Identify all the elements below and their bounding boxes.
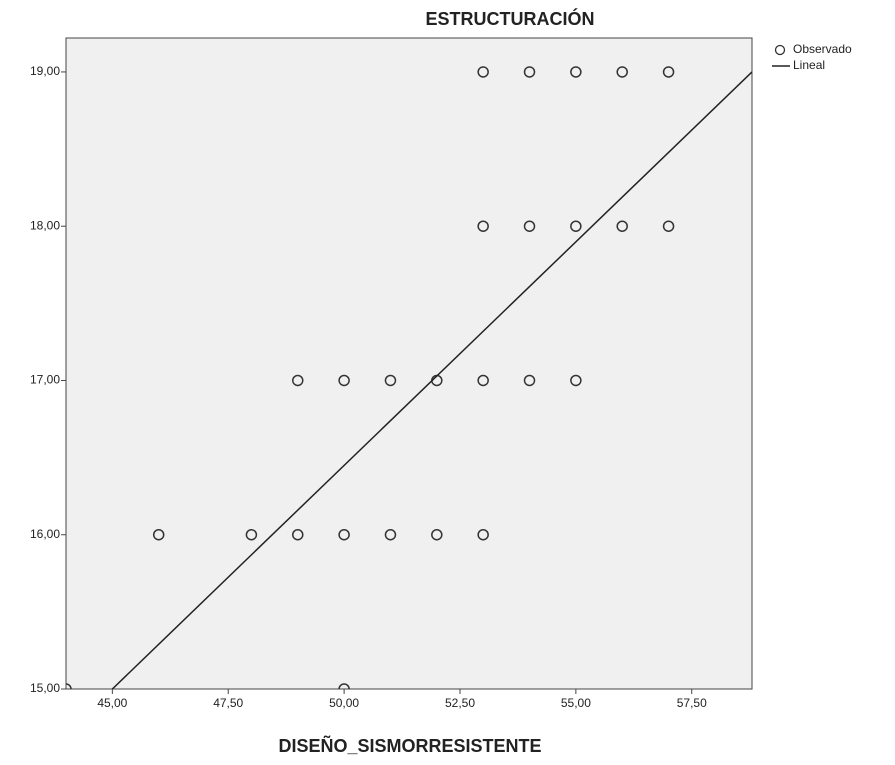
- point: [662, 66, 675, 78]
- plot-area: [65, 37, 753, 690]
- point: [477, 220, 489, 232]
- point: [616, 66, 628, 78]
- point: [662, 220, 675, 232]
- y-tick-label: 19,00: [30, 64, 60, 78]
- point: [477, 528, 489, 541]
- x-tick-label: 55,00: [561, 696, 591, 710]
- point: [292, 374, 304, 387]
- point: [570, 66, 582, 78]
- y-tick-label: 17,00: [30, 373, 60, 387]
- point: [384, 374, 397, 387]
- point: [523, 374, 536, 387]
- x-tick-label: 50,00: [329, 696, 359, 710]
- legend-label: Lineal: [793, 58, 825, 72]
- point: [384, 528, 397, 541]
- point: [431, 528, 443, 541]
- point: [477, 374, 489, 387]
- y-tick-label: 18,00: [30, 218, 60, 232]
- x-tick-label: 45,00: [97, 696, 127, 710]
- plot-clip: [66, 66, 752, 689]
- legend-marker: [774, 44, 786, 56]
- legend-label: Observado: [793, 42, 852, 56]
- point: [338, 528, 350, 541]
- x-axis-label: DISEÑO_SISMORRESISTENTE: [278, 735, 541, 756]
- point: [616, 220, 628, 232]
- point: [523, 66, 536, 78]
- fit-line: [111, 71, 752, 689]
- chart-title: ESTRUCTURACIÓN: [426, 8, 595, 29]
- point: [245, 528, 258, 541]
- point: [570, 374, 582, 387]
- y-tick-label: 15,00: [30, 681, 60, 695]
- x-tick-label: 52,50: [445, 696, 475, 710]
- point: [523, 220, 536, 232]
- x-tick-label: 57,50: [677, 696, 707, 710]
- point: [292, 528, 304, 541]
- point: [477, 66, 489, 78]
- y-tick-label: 16,00: [30, 527, 60, 541]
- point: [338, 374, 350, 387]
- x-tick-label: 47,50: [213, 696, 243, 710]
- point: [570, 220, 582, 232]
- point: [338, 683, 350, 689]
- point: [152, 528, 165, 541]
